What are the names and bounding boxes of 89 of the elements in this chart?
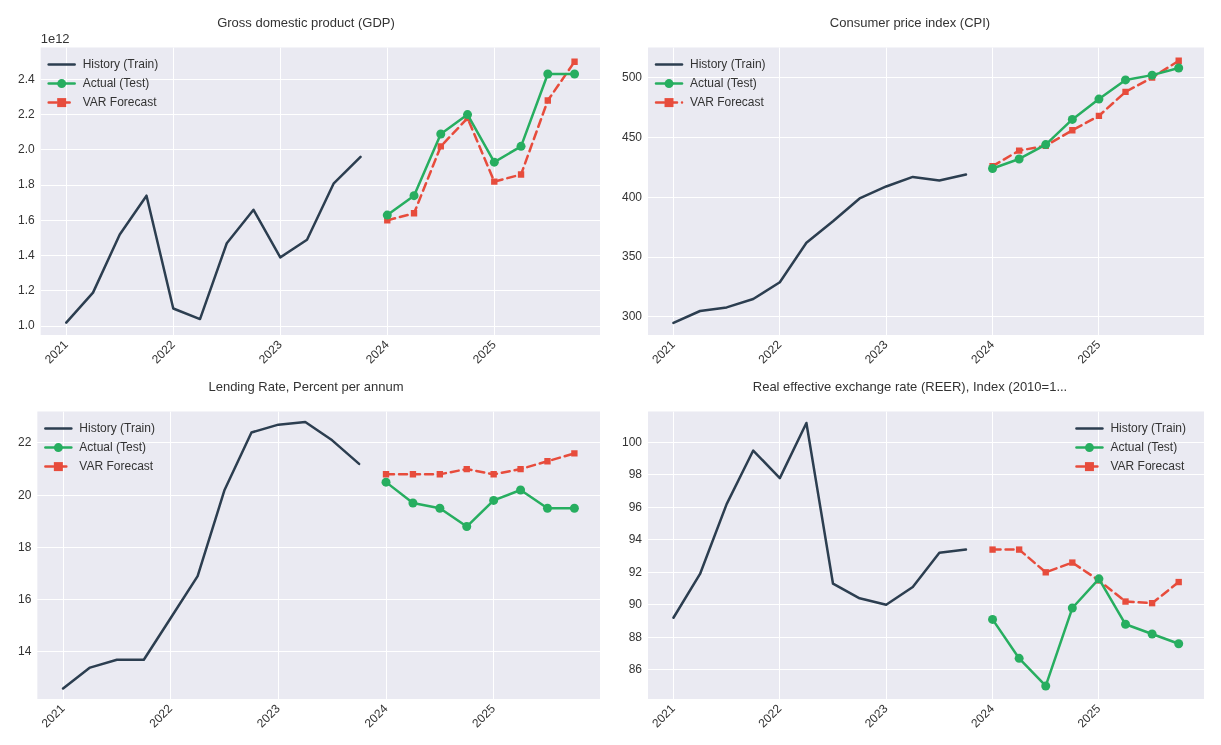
y-tick-label: 1.6 [17, 212, 35, 227]
y-tick-label: 86 [628, 662, 643, 677]
y-tick-label: 300 [621, 309, 643, 324]
point [1067, 114, 1077, 124]
y-tick-label: 90 [628, 597, 643, 612]
chart-title: Gross domestic product (GDP) [217, 15, 395, 31]
point [1121, 75, 1131, 85]
legend-label: VAR Forecast [79, 458, 154, 473]
y-tick-label: 450 [621, 129, 643, 144]
point [1015, 147, 1023, 154]
point [1069, 127, 1076, 134]
legend-label: VAR Forecast [82, 94, 158, 109]
y-tick-label: 22 [17, 435, 32, 450]
point [1147, 629, 1157, 639]
y-tick-label: 1.4 [17, 247, 35, 262]
point [1147, 70, 1157, 80]
point [382, 210, 392, 220]
y-tick-label: 100 [621, 434, 643, 449]
legend-label: VAR Forecast [1110, 458, 1185, 473]
y-tick-label: 94 [628, 532, 643, 547]
point [517, 465, 524, 473]
point [571, 450, 578, 457]
legend-label: VAR Forecast [690, 94, 765, 109]
point [988, 614, 998, 624]
point [542, 503, 552, 513]
chart-title: Real effective exchange rate (REER), Index (2010=1... [752, 379, 1068, 395]
y-tick-label: 2.0 [17, 142, 35, 157]
legend-label: History (Train) [1110, 420, 1187, 435]
y-tick-label: 98 [628, 467, 643, 482]
point [408, 498, 418, 508]
point [1121, 619, 1131, 629]
point [381, 477, 391, 487]
y-tick-label: 350 [621, 249, 643, 264]
point [1014, 154, 1024, 164]
point [988, 164, 998, 174]
point [569, 503, 579, 513]
point [490, 471, 497, 478]
point [1174, 63, 1184, 73]
point [1094, 94, 1104, 104]
y-tick-label: 92 [628, 564, 643, 579]
y-tick-label: 2.4 [17, 71, 35, 86]
point [1015, 546, 1023, 553]
legend-label: History (Train) [79, 420, 155, 435]
point [516, 485, 526, 495]
point [570, 69, 580, 79]
y-tick-label: 2.2 [17, 106, 35, 121]
point [1122, 88, 1129, 96]
point [571, 58, 578, 65]
y-tick-label: 1.0 [17, 318, 35, 333]
point [543, 69, 553, 79]
y-tick-label: 16 [17, 591, 32, 606]
point [489, 495, 499, 505]
point [436, 129, 446, 139]
chart-title: Consumer price index (CPI) [829, 15, 991, 31]
point [409, 191, 419, 201]
y-tick-label: 1.8 [17, 177, 35, 192]
point [544, 97, 551, 104]
point [1067, 603, 1077, 613]
point [1014, 653, 1024, 663]
legend-label: Actual (Test) [82, 75, 150, 90]
point [516, 141, 526, 151]
point [489, 157, 499, 167]
legend-label: Actual (Test) [1110, 439, 1178, 454]
point [435, 503, 445, 513]
point [544, 458, 551, 465]
y-tick-label: 500 [621, 69, 643, 84]
legend-label: Actual (Test) [79, 439, 147, 454]
point [437, 143, 444, 150]
point [1069, 559, 1076, 566]
y-tick-label: 88 [628, 629, 643, 644]
y-tick-label: 1.2 [17, 283, 35, 298]
point [462, 522, 472, 532]
legend-label: Actual (Test) [690, 75, 757, 90]
chart-title: Lending Rate, Percent per annum [208, 379, 404, 395]
y-tick-label: 14 [17, 644, 32, 659]
y-tick-label: 20 [17, 487, 32, 502]
text: 1e12 [40, 30, 70, 46]
point [491, 178, 498, 185]
y-tick-label: 96 [628, 499, 643, 514]
point [989, 546, 996, 553]
point [1122, 598, 1129, 605]
point [1174, 639, 1184, 649]
point [1041, 681, 1051, 691]
legend-label: History (Train) [690, 56, 766, 71]
point [463, 110, 473, 120]
legend-label: History (Train) [82, 56, 159, 71]
y-tick-label: 18 [17, 539, 32, 554]
y-tick-label: 400 [621, 189, 643, 204]
point [517, 171, 525, 178]
